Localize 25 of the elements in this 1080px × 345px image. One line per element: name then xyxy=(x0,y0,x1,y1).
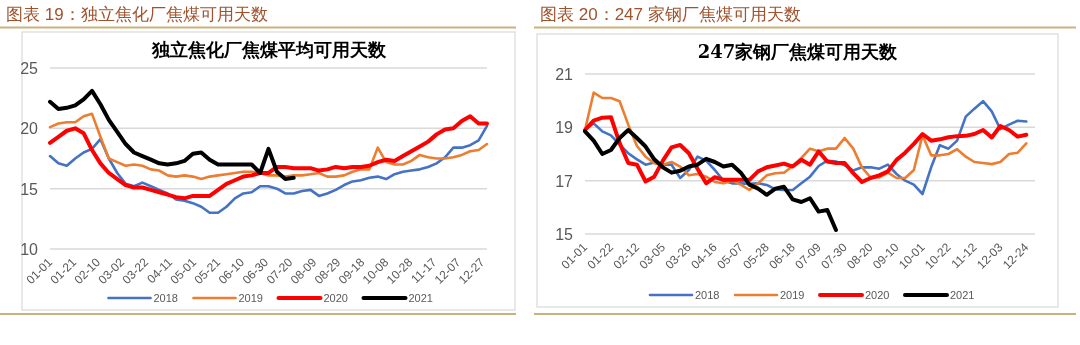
text: 图表 20：247 家钢厂焦煤可用天数 xyxy=(540,5,801,24)
chart-title: 独立焦化厂焦煤平均可用天数 xyxy=(150,39,387,60)
legend-label: 2021 xyxy=(408,292,433,304)
y-tick-label: 19 xyxy=(555,119,574,137)
y-tick-label: 25 xyxy=(20,60,39,77)
y-tick-label: 20 xyxy=(20,120,39,138)
y-tick-label: 15 xyxy=(555,226,574,243)
legend-label: 2021 xyxy=(950,289,975,301)
line-series xyxy=(583,115,1029,186)
legend-label: 2020 xyxy=(323,292,348,304)
y-tick-label: 15 xyxy=(20,180,39,198)
legend-label: 2019 xyxy=(780,289,805,301)
y-tick-label: 17 xyxy=(555,172,574,190)
legend-label: 2018 xyxy=(695,289,720,301)
line-series xyxy=(583,128,838,232)
line-series xyxy=(48,114,489,201)
y-tick-label: 21 xyxy=(555,66,574,83)
legend-label: 2019 xyxy=(238,292,263,304)
text: 图表 19：独立焦化厂焦煤可用天数 xyxy=(6,5,268,24)
legend-label: 2020 xyxy=(865,289,890,301)
chart-title: 247家钢厂焦煤可用天数 xyxy=(697,41,899,62)
legend-label: 2018 xyxy=(153,292,178,304)
line-series xyxy=(48,112,489,181)
y-tick-label: 10 xyxy=(20,241,39,258)
line-series xyxy=(48,88,296,182)
